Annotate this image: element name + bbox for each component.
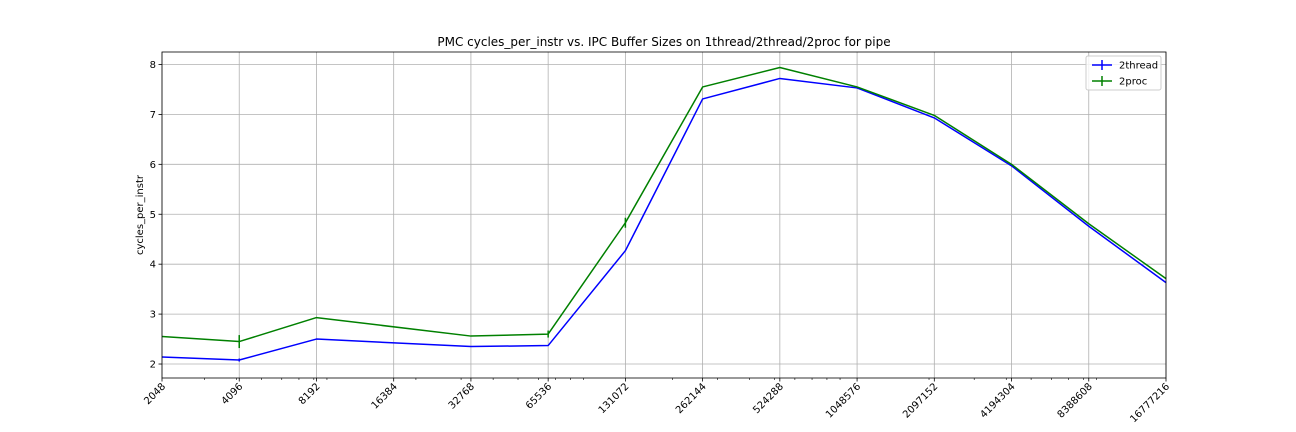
y-tick-label: 5 (150, 210, 156, 221)
y-tick-label: 3 (150, 310, 156, 321)
y-tick-label: 8 (150, 60, 156, 71)
x-tick-label: 524288 (751, 381, 786, 416)
chart-title: PMC cycles_per_instr vs. IPC Buffer Size… (437, 35, 890, 49)
grid (161, 52, 1167, 378)
x-tick-label: 8192 (297, 381, 323, 407)
plot-frame (161, 51, 1167, 379)
legend: 2thread 2proc (1085, 55, 1162, 91)
x-tick-label: 262144 (674, 381, 709, 416)
x-tick-label: 1048576 (824, 381, 863, 420)
x-tick-label: 32768 (447, 381, 477, 411)
x-tick-label: 16384 (370, 381, 400, 411)
series-line-2proc (161, 66, 1167, 343)
x-tick-label: 65536 (524, 381, 554, 411)
x-tick-label: 16777216 (1128, 381, 1172, 425)
legend-label-2thread: 2thread (1119, 61, 1158, 72)
x-tick-label: 4194304 (978, 381, 1017, 420)
x-tick-label: 131072 (597, 381, 632, 416)
x-tick-label: 4096 (220, 381, 246, 407)
y-tick-label: 4 (150, 260, 156, 271)
series-layer (161, 66, 1167, 362)
y-tick-label: 7 (150, 110, 156, 121)
y-axis: 2 3 4 5 6 7 8 (150, 60, 162, 371)
y-tick-label: 6 (150, 160, 156, 171)
x-tick-label: 2097152 (901, 381, 940, 420)
y-tick-label: 2 (150, 360, 156, 371)
y-axis-label: cycles_per_instr (135, 174, 146, 255)
x-axis: 2048 4096 8192 16384 32768 65536 131072 262144 5… (142, 378, 1172, 425)
series-line-2thread (161, 77, 1167, 361)
x-tick-label: 8388608 (1056, 381, 1095, 420)
legend-label-2proc: 2proc (1119, 77, 1147, 88)
x-tick-label: 2048 (142, 381, 168, 407)
